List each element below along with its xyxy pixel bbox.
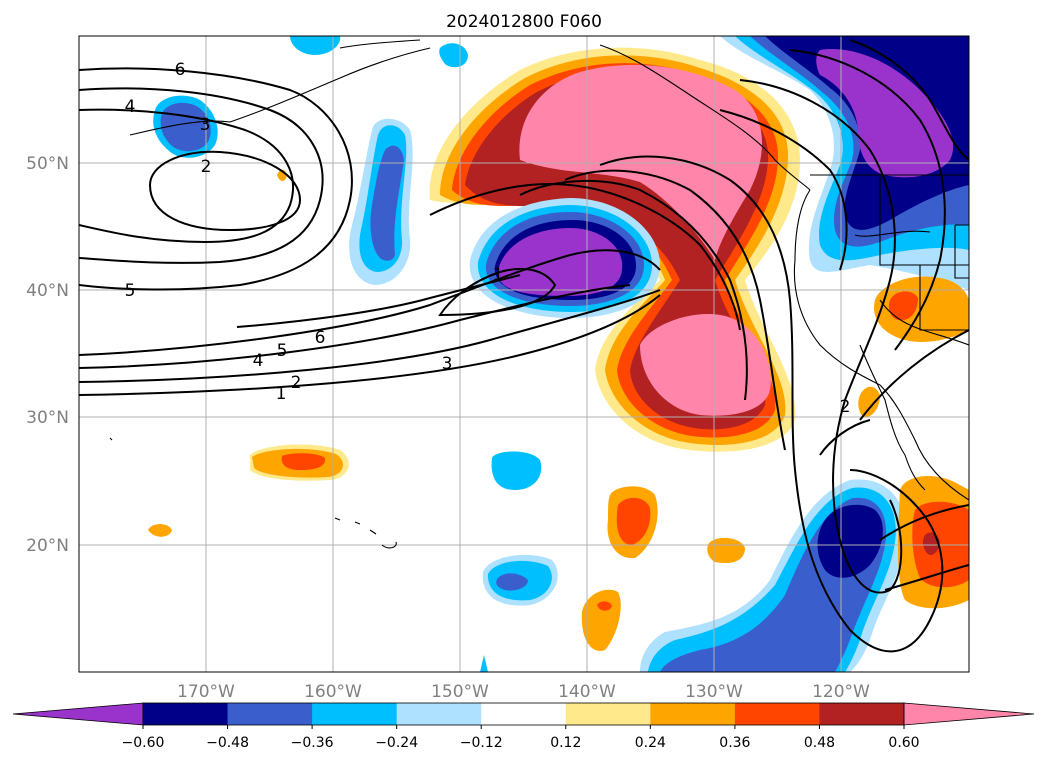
lat-tick-label: 20°N xyxy=(26,536,69,556)
contour-label: 1 xyxy=(276,384,287,404)
colorbar-swatch xyxy=(819,703,905,725)
colorbar-tick-label: 0.36 xyxy=(719,735,750,751)
colorbar-swatch xyxy=(565,703,651,725)
colorbar-tick-label: 0.48 xyxy=(804,735,835,751)
contour-label: 5 xyxy=(277,341,288,361)
colorbar-swatch xyxy=(227,703,313,725)
contour-label: 1 xyxy=(493,265,504,285)
map-title: 2024012800 F060 xyxy=(446,12,602,32)
negative-anomaly-northwest xyxy=(153,36,468,285)
contour-label: 2 xyxy=(201,157,212,177)
colorbar-swatch xyxy=(734,703,820,725)
colorbar-extend-max xyxy=(903,702,1035,726)
colorbar-tick-label: 0.24 xyxy=(635,735,666,751)
colorbar-frame xyxy=(142,702,905,726)
contour-label: 4 xyxy=(125,97,136,117)
contour-lines xyxy=(79,39,969,653)
colorbar-tick-label: −0.36 xyxy=(291,735,334,751)
contour-labels: 6 4 3 2 5 6 5 4 2 1 3 1 2 xyxy=(125,60,851,417)
contour-label: 3 xyxy=(442,354,453,374)
colorbar-tick-label: −0.48 xyxy=(206,735,249,751)
positive-anomaly-north xyxy=(429,47,800,452)
contour-label: 3 xyxy=(200,115,211,135)
map-area: 6 4 3 2 5 6 5 4 2 1 3 1 2 xyxy=(78,35,970,673)
colorbar-swatch xyxy=(481,703,567,725)
lat-tick-label: 50°N xyxy=(26,154,69,174)
contour-label: 5 xyxy=(125,281,136,301)
negative-anomaly-south xyxy=(480,451,906,672)
lat-tick-label: 30°N xyxy=(26,408,69,428)
map-frame xyxy=(78,35,970,673)
contour-label: 4 xyxy=(253,351,264,371)
lon-tick-label: 160°W xyxy=(304,682,362,702)
positive-anomaly-south xyxy=(148,276,969,651)
contour-label: 2 xyxy=(291,373,302,393)
longitude-labels: 170°W 160°W 150°W 140°W 130°W 120°W xyxy=(177,682,870,702)
colorbar-tick-label: −0.60 xyxy=(122,735,165,751)
colorbar-swatch xyxy=(143,703,229,725)
colorbar-swatch xyxy=(396,703,482,725)
colorbar-tick-label: 0.12 xyxy=(550,735,581,751)
colorbar-swatch xyxy=(312,703,398,725)
colorbar: −0.60 −0.48 −0.36 −0.24 −0.12 0.12 0.24 0.36 0.4… xyxy=(12,702,1035,751)
lat-tick-label: 40°N xyxy=(26,281,69,301)
lon-tick-label: 170°W xyxy=(177,682,235,702)
lon-tick-label: 130°W xyxy=(685,682,743,702)
colorbar-swatch xyxy=(650,703,736,725)
latitude-labels: 50°N 40°N 30°N 20°N xyxy=(26,154,69,556)
coastlines xyxy=(109,39,969,549)
contour-label: 2 xyxy=(840,397,851,417)
colorbar-tick-label: 0.60 xyxy=(888,735,919,751)
colorbar-tick-label: −0.24 xyxy=(375,735,418,751)
negative-anomaly-center xyxy=(469,198,660,318)
contour-label: 6 xyxy=(175,60,186,80)
contour-label: 6 xyxy=(315,328,326,348)
lon-tick-label: 140°W xyxy=(558,682,616,702)
colorbar-tick-label: −0.12 xyxy=(460,735,503,751)
colorbar-extend-min xyxy=(12,702,144,726)
lon-tick-label: 150°W xyxy=(431,682,489,702)
lon-tick-label: 120°W xyxy=(812,682,870,702)
gridlines xyxy=(79,36,969,672)
